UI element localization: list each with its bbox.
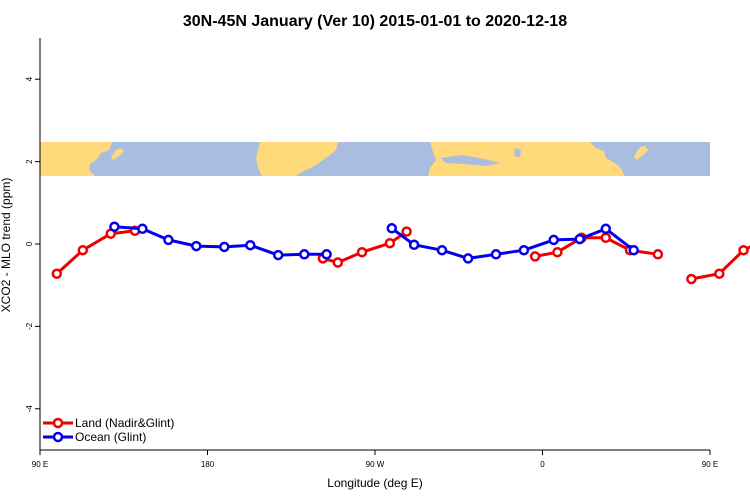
series-0-point-1-1: [332, 257, 344, 268]
world-map-band: [40, 142, 710, 176]
series-0-point-3-1: [714, 268, 725, 279]
y-axis-label: XCO2 - MLO trend (ppm): [0, 178, 13, 313]
series-1-point-0-8: [321, 249, 332, 260]
series-0-point-1-2: [356, 246, 368, 258]
map-caspian: [514, 148, 521, 157]
legend-label-land: Land (Nadir&Glint): [75, 416, 174, 430]
series-0-point-2-3: [600, 232, 612, 244]
series-1-point-0-2: [163, 234, 174, 246]
series-1-point-1-2: [436, 244, 448, 256]
x-tick-label-3: 0: [540, 460, 545, 469]
series-0-point-3-0: [686, 273, 697, 285]
map-japan-east: [634, 146, 648, 160]
legend: Land (Nadir&Glint) Ocean (Glint): [43, 416, 174, 444]
series-1-point-0-4: [219, 241, 230, 253]
series-1-point-1-8: [600, 223, 612, 235]
legend-marker-ocean: [52, 431, 64, 443]
x-tick-label-4: 90 E: [702, 460, 718, 469]
series-1-line-1: [390, 227, 635, 260]
x-tick-label-1: 180: [201, 460, 215, 469]
series-1-point-1-4: [490, 249, 502, 260]
series-1-point-1-7: [574, 233, 585, 245]
map-mediterranean: [440, 155, 500, 166]
series-layer: [51, 221, 750, 285]
series-1-point-1-6: [548, 234, 559, 246]
series-1-point-0-7: [299, 249, 310, 260]
series-0-point-2-0: [529, 251, 541, 262]
series-0-point-3-2: [738, 244, 749, 256]
y-axis: -4 -2 0 2 4: [25, 76, 40, 412]
series-1-point-0-3: [191, 240, 202, 252]
map-land-europe-africa: [428, 142, 624, 176]
series-1-point-0-0: [109, 221, 120, 232]
series-0-line-0: [55, 229, 136, 275]
series-0-point-1-4: [401, 226, 412, 237]
legend-label-ocean: Ocean (Glint): [75, 430, 146, 444]
series-0-point-2-1: [552, 246, 563, 258]
series-1-point-1-9: [628, 244, 639, 256]
y-tick-label-4: 4: [25, 76, 34, 81]
series-0-point-0-0: [51, 268, 63, 279]
series-1-point-0-5: [245, 239, 256, 251]
legend-item-land: Land (Nadir&Glint): [43, 416, 174, 430]
legend-marker-land: [52, 417, 64, 429]
series-1-point-1-0: [386, 223, 398, 234]
y-tick-label-0: -4: [25, 405, 34, 413]
series-0-point-2-5: [652, 249, 664, 260]
x-axis-label: Longitude (deg E): [327, 476, 422, 490]
series-1-point-0-1: [137, 223, 148, 235]
map-japan: [111, 148, 124, 160]
map-land-asia: [40, 142, 112, 176]
legend-item-ocean: Ocean (Glint): [43, 430, 146, 444]
series-1-point-1-1: [408, 239, 420, 251]
series-1: [109, 221, 639, 264]
chart-title: 30N-45N January (Ver 10) 2015-01-01 to 2…: [183, 13, 567, 30]
y-tick-label-3: 2: [25, 159, 34, 164]
y-tick-label-2: 0: [25, 241, 34, 246]
map-land-north-america: [256, 142, 338, 176]
series-1-point-1-5: [518, 244, 530, 256]
series-1-point-1-3: [462, 253, 474, 264]
x-tick-label-0: 90 E: [32, 460, 48, 469]
y-tick-label-1: -2: [25, 322, 34, 330]
x-tick-label-2: 90 W: [366, 460, 385, 469]
series-0-point-1-3: [384, 237, 396, 249]
series-0-point-0-1: [77, 244, 89, 256]
series-1-point-0-6: [272, 249, 284, 261]
